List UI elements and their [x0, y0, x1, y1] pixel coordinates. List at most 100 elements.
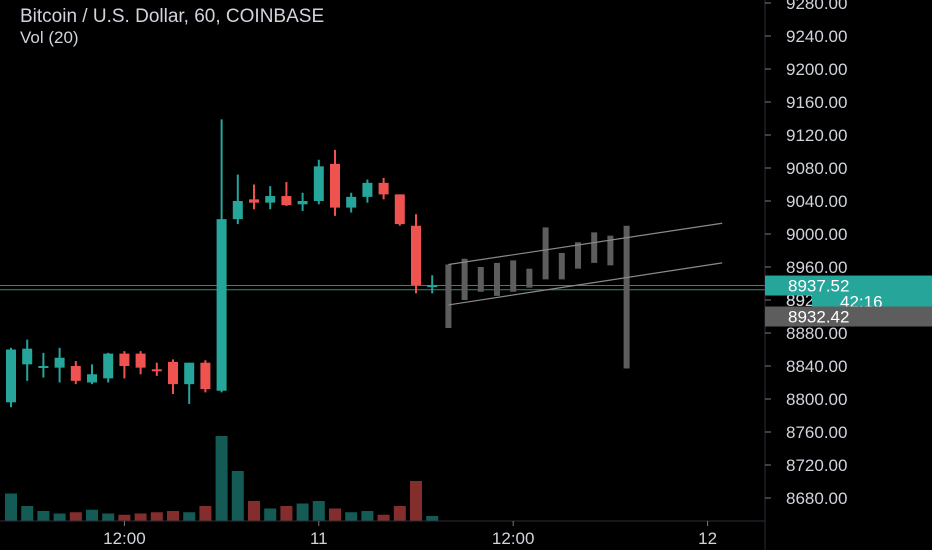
volume-bar-12	[199, 506, 212, 521]
y-tick-label: 9080.00	[786, 159, 847, 178]
y-tick-label: 9040.00	[786, 192, 847, 211]
candle-body	[394, 194, 405, 225]
price-label-bg	[765, 306, 932, 327]
candle-body	[135, 353, 146, 368]
channel-line-0	[448, 222, 723, 266]
y-tick-label: 8960.00	[786, 258, 847, 277]
volume-bar-26	[426, 516, 439, 521]
chart-legend: Bitcoin / U.S. Dollar, 60, COINBASE Vol …	[20, 6, 324, 48]
candle-body	[87, 374, 97, 383]
volume-bar-11	[183, 512, 196, 521]
candle-20	[330, 149, 340, 216]
volume-bar-18	[296, 503, 309, 521]
volume-bar-7	[118, 514, 131, 521]
price-label-0: 8937.52	[765, 275, 932, 296]
candle-body	[265, 196, 276, 203]
candle-body	[168, 361, 178, 385]
volume-bar-14	[231, 471, 244, 521]
y-tick-label: 8720.00	[786, 456, 847, 475]
volume-bar-19	[312, 501, 325, 521]
price-label-text: 8937.52	[788, 277, 849, 296]
candle-body	[200, 362, 211, 390]
candle-body	[54, 357, 65, 368]
projection-bar-0	[445, 264, 452, 329]
x-tick-label: 12:00	[103, 529, 146, 548]
candle-24	[394, 194, 405, 226]
projection-bar-6	[542, 227, 549, 280]
candle-11	[184, 362, 195, 404]
y-tick-label: 9000.00	[786, 225, 847, 244]
projection-bar-8	[575, 242, 581, 269]
candle-14	[232, 174, 243, 225]
volume-bar-20	[329, 508, 341, 521]
y-tick-label: 8760.00	[786, 423, 847, 442]
projection-bar-11	[623, 225, 630, 369]
candle-12	[200, 360, 211, 393]
candle-25	[411, 214, 421, 294]
candle-8	[135, 351, 146, 375]
x-tick-label: 12	[698, 529, 717, 548]
candle-4	[70, 361, 81, 385]
channel-line-1	[448, 262, 723, 306]
candle-body	[216, 219, 227, 391]
y-tick-label: 8800.00	[786, 390, 847, 409]
candle-body	[378, 182, 389, 195]
candle-body	[346, 196, 357, 208]
candle-0	[6, 347, 16, 408]
candle-6	[103, 352, 114, 383]
volume-bar-13	[215, 436, 228, 521]
volume-bar-23	[377, 514, 390, 521]
volume-bar-15	[248, 501, 260, 521]
y-tick-label: 8840.00	[786, 357, 847, 376]
projection-bar-1	[461, 258, 468, 300]
y-tick-label: 8880.00	[786, 324, 847, 343]
y-tick-label: 9120.00	[786, 126, 847, 145]
candle-body	[362, 182, 373, 197]
candle-9	[151, 362, 162, 376]
projection-bar-10	[607, 235, 614, 266]
volume-bar-8	[134, 513, 147, 521]
x-tick-label: 11	[310, 529, 328, 548]
projection-bar-5	[526, 268, 533, 288]
candle-body	[6, 349, 16, 403]
volume-bar-24	[393, 506, 406, 521]
candle-body	[38, 366, 49, 368]
y-tick-label: 9200.00	[786, 60, 847, 79]
candle-5	[87, 364, 97, 385]
y-tick-label: 9280.00	[786, 0, 847, 13]
candle-body	[330, 163, 340, 208]
price-label-2: 8932.42	[765, 306, 932, 327]
candle-26	[427, 275, 438, 294]
candle-21	[346, 192, 357, 213]
candle-body	[184, 362, 195, 385]
candle-17	[281, 182, 292, 206]
candle-body	[232, 201, 243, 220]
volume-bar-17	[280, 506, 293, 521]
projection-bar-2	[477, 267, 484, 292]
candle-body	[119, 353, 130, 366]
candle-body	[70, 366, 81, 381]
candle-3	[54, 347, 65, 383]
volume-bar-25	[410, 481, 422, 521]
candle-body	[427, 285, 438, 288]
candle-body	[281, 196, 292, 206]
volume-bar-4	[69, 512, 82, 521]
candle-body	[103, 353, 114, 379]
symbol-title: Bitcoin / U.S. Dollar, 60, COINBASE	[20, 6, 325, 27]
candle-1	[22, 339, 33, 381]
price-label-text: 8932.42	[788, 308, 849, 327]
projection-bar-4	[510, 260, 517, 292]
volume-bar-16	[264, 508, 277, 521]
candle-15	[249, 184, 259, 210]
candle-23	[378, 177, 389, 200]
candle-body	[151, 369, 162, 372]
candle-2	[38, 352, 49, 378]
volume-bar-22	[361, 511, 374, 521]
projection-bar-3	[494, 262, 500, 296]
candle-22	[362, 179, 373, 203]
candle-body	[313, 166, 324, 201]
y-tick-label: 8680.00	[786, 489, 847, 508]
y-tick-label: 9240.00	[786, 27, 847, 46]
candle-7	[119, 351, 130, 379]
